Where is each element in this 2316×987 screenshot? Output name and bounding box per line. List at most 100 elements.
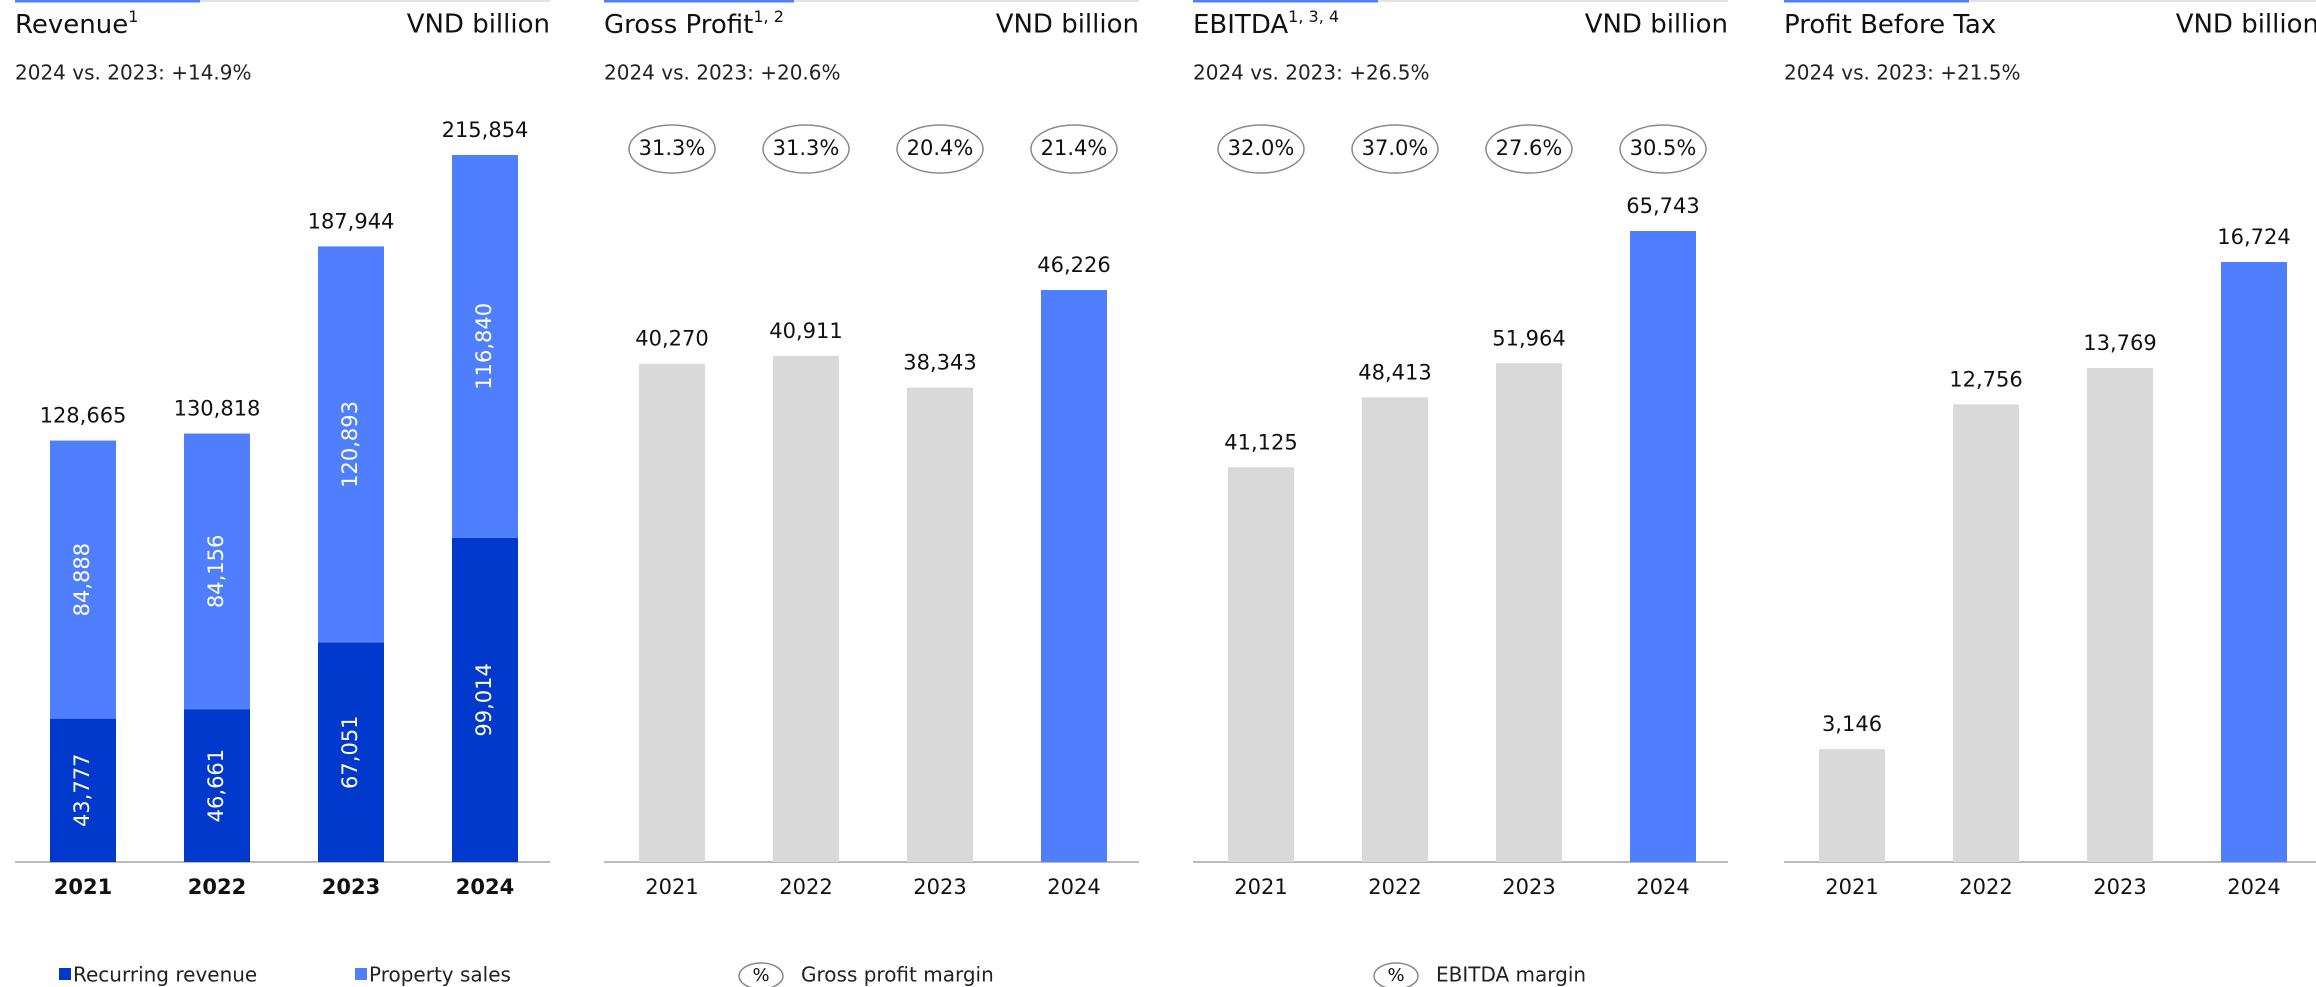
unit-label: VND billion: [996, 10, 1139, 40]
chart-panel: Profit Before Tax VND billion 2024 vs. 202…: [1784, 0, 2316, 899]
value-label: 51,964: [1492, 326, 1565, 350]
bar: [1362, 397, 1428, 862]
x-tick-label: 2021: [1234, 875, 1287, 899]
x-tick-label: 2021: [54, 875, 112, 899]
subtitle: 2024 vs. 2023: +14.9%: [15, 61, 252, 85]
bar-segment: [452, 155, 518, 538]
x-tick-label: 2023: [2093, 875, 2146, 899]
chart-panel: Gross Profit1, 2 VND billion 2024 vs. 2023…: [604, 0, 1139, 987]
x-tick-label: 2023: [322, 875, 380, 899]
segment-label: 84,888: [70, 543, 94, 616]
value-label: 41,125: [1224, 430, 1297, 454]
margin-badge: [762, 124, 850, 174]
bar-segment: [184, 709, 250, 862]
value-label: 65,743: [1626, 194, 1699, 218]
margin-badge: [896, 124, 984, 174]
x-tick-label: 2024: [1047, 875, 1100, 899]
subtitle: 2024 vs. 2023: +20.6%: [604, 61, 841, 85]
margin-label: 31.3%: [773, 136, 840, 160]
margin-badge: [1030, 124, 1118, 174]
legend-swatch: [355, 968, 367, 980]
legend-symbol: %: [752, 965, 769, 986]
bar-segment: [50, 718, 116, 862]
unit-label: VND billion: [1585, 10, 1728, 40]
bar-segment: [452, 537, 518, 862]
x-tick-label: 2022: [779, 875, 832, 899]
margin-badge: [1619, 124, 1707, 174]
value-label: 12,756: [1949, 367, 2022, 391]
bar-segment: [184, 433, 250, 710]
legend-label: Gross profit margin: [801, 963, 994, 987]
bar: [639, 363, 705, 862]
value-label: 40,911: [769, 319, 842, 343]
segment-label: 67,051: [338, 715, 362, 788]
subtitle: 2024 vs. 2023: +21.5%: [1784, 61, 2021, 85]
margin-label: 31.3%: [639, 136, 706, 160]
total-label: 130,818: [174, 397, 261, 421]
x-tick-label: 2022: [1959, 875, 2012, 899]
margin-badge: [628, 124, 716, 174]
chart-title: Profit Before Tax: [1784, 10, 1996, 40]
margin-label: 21.4%: [1041, 136, 1108, 160]
title-text: Profit Before Tax: [1784, 10, 1996, 40]
legend-symbol-ring: [1373, 962, 1419, 987]
total-label: 128,665: [40, 404, 127, 428]
chart-title: EBITDA1, 3, 4: [1193, 7, 1339, 40]
bar: [1630, 231, 1696, 862]
margin-badge: [1351, 124, 1439, 174]
unit-label: VND billion: [2176, 10, 2316, 40]
bar: [773, 355, 839, 862]
margin-label: 37.0%: [1362, 136, 1429, 160]
legend-label: EBITDA margin: [1436, 963, 1586, 987]
segment-label: 46,661: [204, 749, 228, 822]
legend-label: Recurring revenue: [73, 963, 257, 987]
x-tick-label: 2024: [456, 875, 514, 899]
segment-label: 99,014: [472, 663, 496, 736]
total-label: 215,854: [442, 118, 529, 142]
title-note: 1, 2: [753, 7, 784, 26]
subtitle: 2024 vs. 2023: +26.5%: [1193, 61, 1430, 85]
bar: [1041, 290, 1107, 862]
chart-panel: Revenue1 VND billion 2024 vs. 2023: +14.9%…: [15, 0, 550, 987]
margin-badge: [1485, 124, 1573, 174]
value-label: 40,270: [635, 327, 708, 351]
chart-title: Revenue1: [15, 7, 138, 40]
title-text: Gross Profit: [604, 10, 753, 40]
legend-label: Property sales: [369, 963, 511, 987]
bar: [1819, 749, 1885, 862]
value-label: 13,769: [2083, 331, 2156, 355]
bar-segment: [318, 642, 384, 862]
chart-panel: EBITDA1, 3, 4 VND billion 2024 vs. 2023: +…: [1193, 0, 1728, 987]
legend-symbol-ring: [738, 962, 784, 987]
chart-title: Gross Profit1, 2: [604, 7, 784, 40]
margin-label: 27.6%: [1496, 136, 1563, 160]
bar: [907, 387, 973, 862]
legend-swatch: [59, 968, 71, 980]
margin-badge: [1217, 124, 1305, 174]
value-label: 16,724: [2217, 225, 2290, 249]
bar-segment: [318, 246, 384, 643]
value-label: 48,413: [1358, 360, 1431, 384]
title-text: Revenue: [15, 10, 128, 40]
margin-label: 32.0%: [1228, 136, 1295, 160]
x-tick-label: 2022: [188, 875, 246, 899]
segment-label: 84,156: [204, 535, 228, 608]
margin-label: 30.5%: [1630, 136, 1697, 160]
segment-label: 43,777: [70, 754, 94, 827]
unit-label: VND billion: [407, 10, 550, 40]
x-tick-label: 2023: [1502, 875, 1555, 899]
x-tick-label: 2023: [913, 875, 966, 899]
value-label: 46,226: [1037, 253, 1110, 277]
segment-label: 120,893: [338, 401, 362, 488]
value-label: 3,146: [1822, 712, 1882, 736]
bar: [1953, 404, 2019, 862]
legend-symbol: %: [1387, 965, 1404, 986]
margin-label: 20.4%: [907, 136, 974, 160]
bar: [1496, 363, 1562, 862]
bar: [1228, 467, 1294, 862]
x-tick-label: 2022: [1368, 875, 1421, 899]
segment-label: 116,840: [472, 303, 496, 390]
title-text: EBITDA: [1193, 10, 1288, 40]
x-tick-label: 2024: [2227, 875, 2280, 899]
x-tick-label: 2021: [645, 875, 698, 899]
